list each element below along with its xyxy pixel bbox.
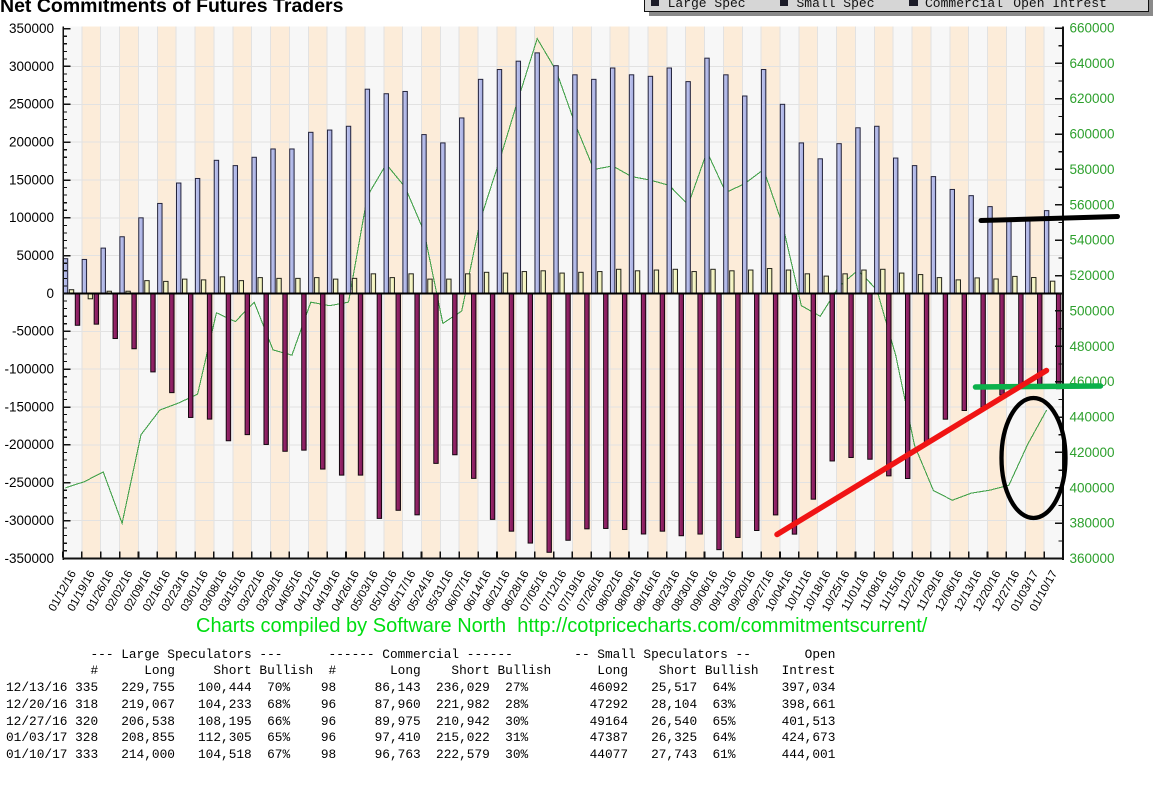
- svg-text:100000: 100000: [9, 210, 54, 225]
- svg-text:600000: 600000: [1070, 127, 1115, 142]
- svg-text:-300000: -300000: [4, 513, 54, 528]
- svg-text:-150000: -150000: [4, 399, 54, 414]
- svg-text:150000: 150000: [9, 172, 54, 187]
- svg-text:520000: 520000: [1070, 268, 1115, 283]
- svg-text:350000: 350000: [9, 21, 54, 36]
- svg-text:0: 0: [46, 286, 54, 301]
- svg-text:560000: 560000: [1070, 197, 1115, 212]
- svg-text:440000: 440000: [1070, 410, 1115, 425]
- svg-text:620000: 620000: [1070, 91, 1115, 106]
- svg-text:400000: 400000: [1070, 480, 1115, 495]
- svg-text:580000: 580000: [1070, 162, 1115, 177]
- svg-text:660000: 660000: [1070, 20, 1115, 35]
- svg-text:300000: 300000: [9, 59, 54, 74]
- svg-text:-50000: -50000: [12, 324, 54, 339]
- svg-text:-250000: -250000: [4, 475, 54, 490]
- svg-text:540000: 540000: [1070, 233, 1115, 248]
- svg-text:-100000: -100000: [4, 362, 54, 377]
- svg-text:380000: 380000: [1070, 516, 1115, 531]
- svg-text:500000: 500000: [1070, 303, 1115, 318]
- svg-text:640000: 640000: [1070, 56, 1115, 71]
- svg-text:-200000: -200000: [4, 437, 54, 452]
- svg-text:480000: 480000: [1070, 339, 1115, 354]
- svg-text:50000: 50000: [16, 248, 54, 263]
- svg-text:420000: 420000: [1070, 445, 1115, 460]
- svg-text:360000: 360000: [1070, 551, 1115, 566]
- svg-text:250000: 250000: [9, 97, 54, 112]
- svg-text:-350000: -350000: [4, 551, 54, 566]
- svg-text:200000: 200000: [9, 135, 54, 150]
